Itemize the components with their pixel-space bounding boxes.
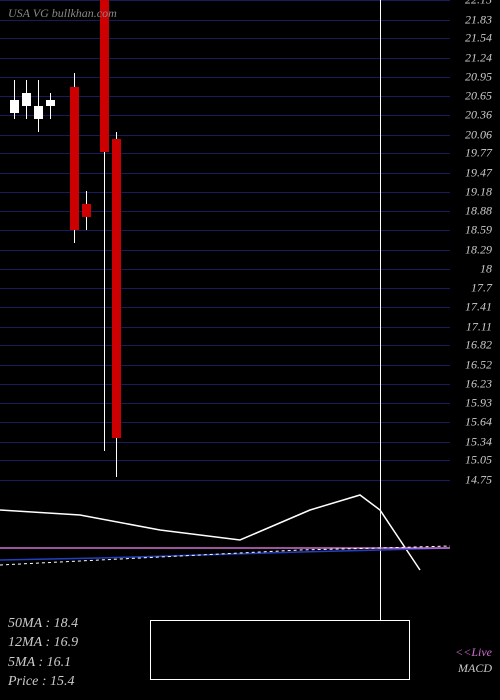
vertical-marker <box>380 0 381 620</box>
price-chart: USA VG bullkhan.com 22.1321.8321.5421.24… <box>0 0 500 700</box>
ma5-label: 5MA : 16.1 <box>8 653 78 673</box>
macd-label: MACD <box>458 661 492 676</box>
live-label: <<Live <box>455 645 492 660</box>
watermark-text: USA VG bullkhan.com <box>8 6 117 21</box>
macd-box <box>150 620 410 680</box>
info-box: 50MA : 18.4 12MA : 16.9 5MA : 16.1 Price… <box>8 614 78 692</box>
ma12-label: 12MA : 16.9 <box>8 633 78 653</box>
price-label: Price : 15.4 <box>8 672 78 692</box>
ma50-label: 50MA : 18.4 <box>8 614 78 634</box>
